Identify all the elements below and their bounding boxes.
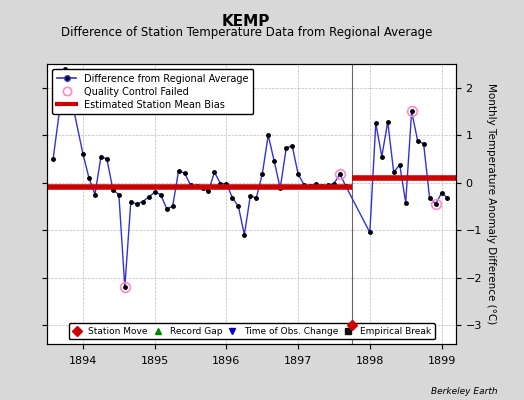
Text: 1896: 1896 xyxy=(212,356,241,366)
Text: 1897: 1897 xyxy=(284,356,312,366)
Legend: Station Move, Record Gap, Time of Obs. Change, Empirical Break: Station Move, Record Gap, Time of Obs. C… xyxy=(69,323,434,340)
Text: KEMP: KEMP xyxy=(222,14,270,29)
Text: 1898: 1898 xyxy=(356,356,384,366)
Y-axis label: Monthly Temperature Anomaly Difference (°C): Monthly Temperature Anomaly Difference (… xyxy=(486,83,496,325)
Text: Difference of Station Temperature Data from Regional Average: Difference of Station Temperature Data f… xyxy=(61,26,432,39)
Text: 1899: 1899 xyxy=(428,356,456,366)
Text: 1895: 1895 xyxy=(140,356,169,366)
Text: Berkeley Earth: Berkeley Earth xyxy=(431,387,498,396)
Text: 1894: 1894 xyxy=(69,356,97,366)
